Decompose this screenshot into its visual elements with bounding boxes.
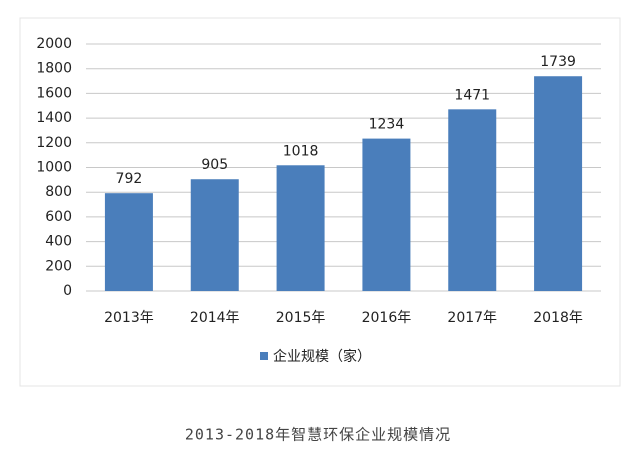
data-label: 1018 — [283, 143, 319, 159]
y-tick-label: 2000 — [36, 36, 72, 52]
x-tick-label: 2016年 — [362, 310, 412, 326]
y-tick-label: 800 — [45, 184, 72, 200]
y-tick-label: 1600 — [36, 85, 72, 101]
x-tick-label: 2017年 — [447, 310, 497, 326]
legend-swatch — [260, 352, 268, 360]
data-label: 1471 — [454, 87, 490, 103]
data-label: 1234 — [369, 117, 405, 133]
data-label: 792 — [116, 171, 143, 187]
y-tick-label: 1400 — [36, 110, 72, 126]
x-tick-label: 2015年 — [276, 310, 326, 326]
x-tick-label: 2014年 — [190, 310, 240, 326]
bar — [362, 138, 411, 291]
bar — [190, 179, 239, 291]
bar — [276, 165, 325, 291]
x-tick-label: 2013年 — [104, 310, 154, 326]
bar — [534, 76, 583, 292]
data-label: 905 — [201, 157, 228, 173]
y-tick-label: 600 — [45, 209, 72, 225]
y-tick-label: 1000 — [36, 160, 72, 176]
legend-label: 企业规模（家） — [273, 348, 371, 365]
data-label: 1739 — [540, 54, 576, 70]
caption: 2013-2018年智慧环保企业规模情况 — [185, 426, 451, 444]
y-tick-label: 0 — [63, 283, 72, 299]
y-tick-label: 1200 — [36, 135, 72, 151]
y-tick-label: 200 — [45, 258, 72, 274]
x-tick-label: 2018年 — [533, 310, 583, 326]
y-tick-label: 1800 — [36, 61, 72, 77]
bar — [448, 109, 497, 291]
y-tick-label: 400 — [45, 234, 72, 250]
bar — [104, 193, 153, 291]
